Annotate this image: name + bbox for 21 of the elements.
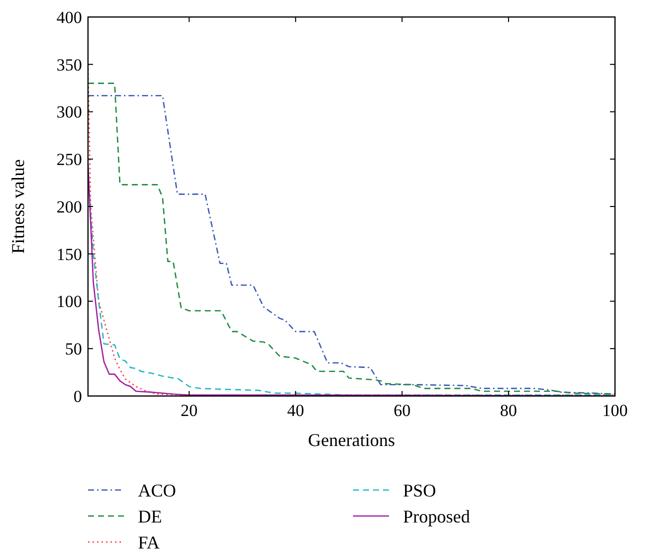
legend-label: DE xyxy=(138,506,162,526)
x-tick-label: 80 xyxy=(500,401,518,420)
legend-label: ACO xyxy=(138,480,176,500)
x-tick-label: 40 xyxy=(287,401,304,420)
legend-label: PSO xyxy=(403,480,436,500)
y-tick-label: 100 xyxy=(56,292,82,312)
legend-label: FA xyxy=(138,532,160,552)
y-tick-label: 0 xyxy=(74,386,82,406)
x-tick-label: 100 xyxy=(602,401,628,420)
x-axis-title: Generations xyxy=(308,430,395,450)
y-tick-label: 400 xyxy=(56,8,82,27)
x-tick-label: 20 xyxy=(180,401,198,420)
y-tick-label: 300 xyxy=(56,102,82,122)
y-tick-label: 200 xyxy=(56,197,82,216)
y-tick-label: 150 xyxy=(56,244,82,264)
y-tick-label: 250 xyxy=(56,150,82,170)
legend-label: Proposed xyxy=(403,506,470,526)
x-tick-label: 60 xyxy=(394,401,411,420)
y-tick-label: 50 xyxy=(65,340,82,359)
y-tick-label: 350 xyxy=(56,55,82,74)
y-axis-title: Fitness value xyxy=(8,159,28,254)
